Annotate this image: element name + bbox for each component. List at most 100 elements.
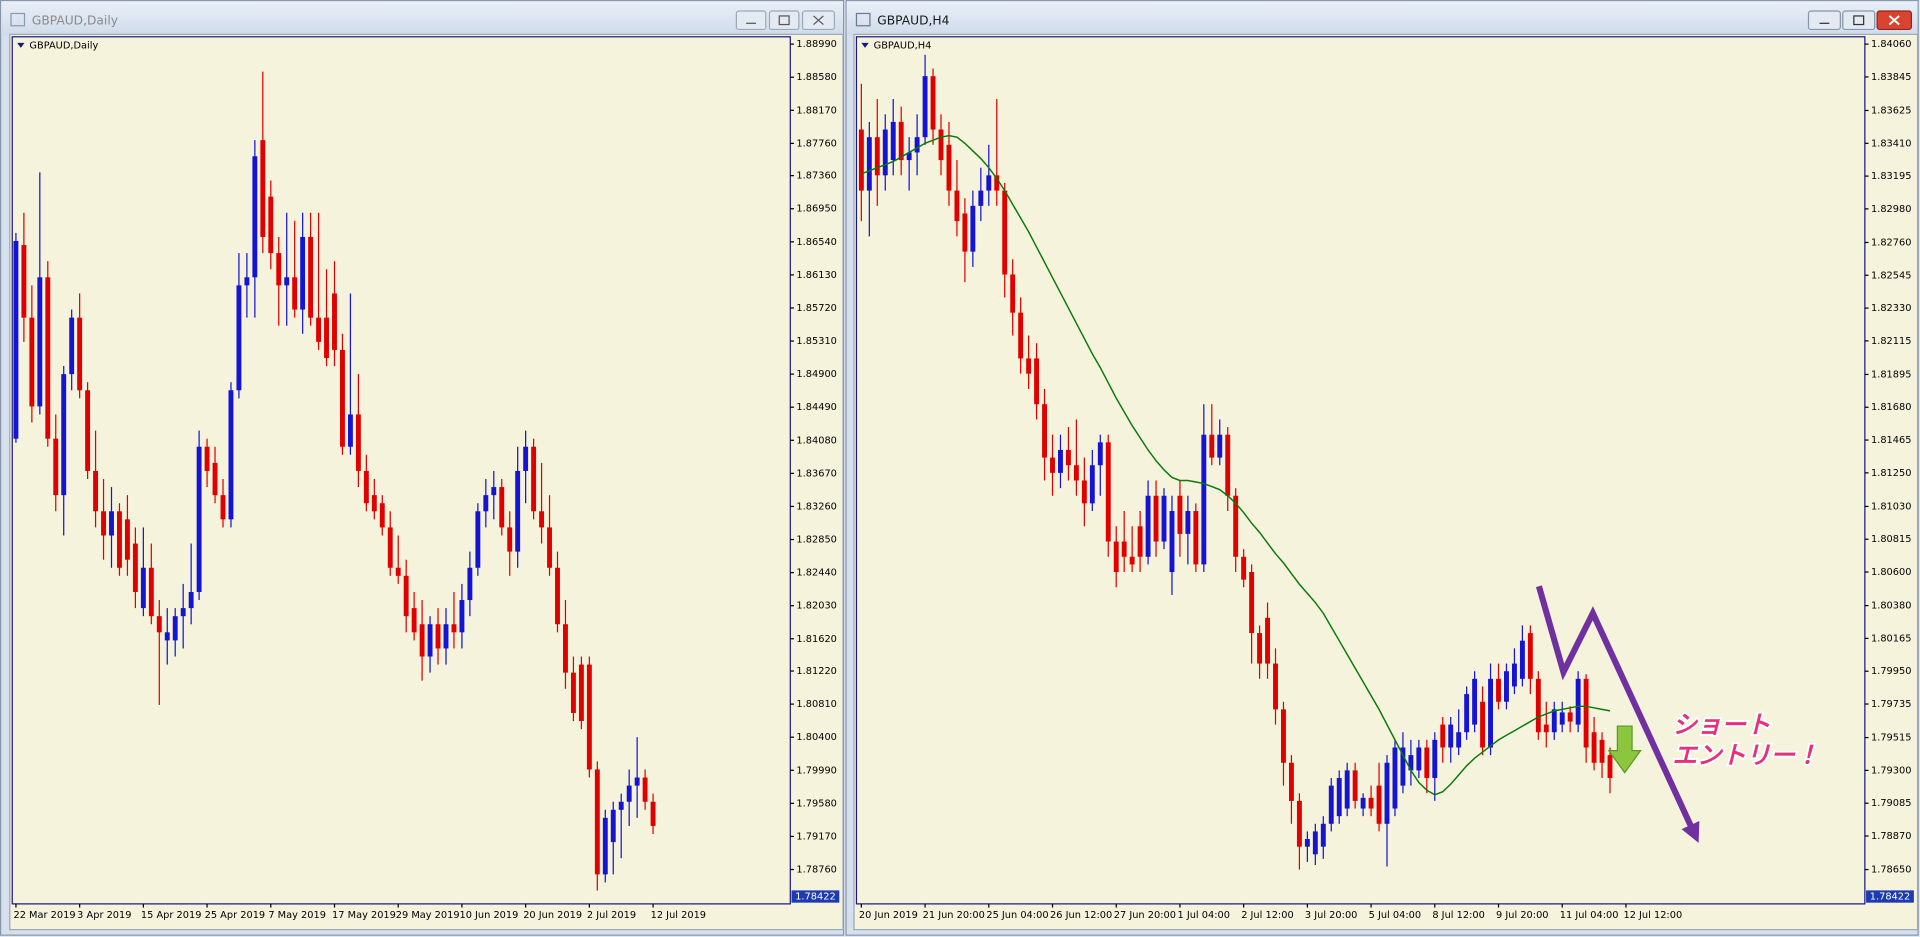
candle-body — [1281, 709, 1286, 763]
candle-body — [1265, 617, 1270, 664]
candle-body — [1137, 526, 1143, 557]
restore-button[interactable] — [1842, 10, 1876, 31]
candle-body — [994, 175, 1000, 191]
candle-body — [379, 503, 385, 528]
candle-body — [914, 137, 920, 153]
candle-body — [1018, 312, 1024, 359]
candle-body — [244, 277, 250, 286]
candle-body — [1169, 511, 1175, 573]
x-tick-label: 17 May 2019 — [332, 910, 396, 921]
candle-body — [212, 462, 218, 496]
candle-body — [898, 121, 904, 161]
plot-frame — [11, 36, 791, 905]
candle-body — [1472, 678, 1478, 725]
minimize-button[interactable] — [1807, 10, 1841, 31]
plot-frame — [855, 36, 1866, 905]
x-tick-label: 7 May 2019 — [268, 910, 326, 921]
candle-body — [1504, 671, 1509, 702]
x-tick-label: 27 Jun 20:00 — [1114, 910, 1176, 921]
candle-body — [1408, 755, 1414, 771]
candle-body — [1416, 747, 1422, 771]
candle-body — [1296, 800, 1302, 847]
restore-button[interactable] — [768, 10, 800, 31]
y-tick-label: 1.87360 — [796, 171, 836, 182]
candle-body — [602, 817, 608, 875]
y-tick-label: 1.80815 — [1871, 534, 1911, 545]
candle-body — [1527, 633, 1533, 679]
candle-body — [180, 608, 186, 617]
price-label: 1.78422 — [1870, 892, 1910, 903]
candle-body — [882, 129, 888, 176]
candle-body — [109, 511, 114, 536]
candle-body — [53, 438, 59, 496]
candle-body — [355, 414, 361, 471]
y-tick-label: 1.88170 — [796, 105, 836, 116]
candle-body — [29, 317, 35, 407]
y-tick-label: 1.79735 — [1871, 699, 1911, 710]
candle-body — [411, 608, 417, 633]
price-label: 1.78422 — [795, 892, 835, 903]
window-buttons[interactable] — [735, 10, 836, 31]
candle-body — [563, 624, 568, 673]
candle-body — [451, 624, 457, 633]
candle-body — [626, 785, 632, 802]
y-tick-label: 1.84080 — [796, 435, 836, 446]
candle-body — [467, 567, 473, 601]
x-tick-label: 2 Jul 12:00 — [1241, 910, 1293, 921]
candle-body — [164, 632, 170, 641]
candle-body — [1177, 495, 1183, 534]
candle-body — [906, 152, 912, 161]
candle-body — [316, 317, 322, 342]
candle-body — [650, 801, 656, 826]
candle-body — [252, 156, 258, 278]
candle-body — [1217, 434, 1223, 458]
y-tick-label: 1.78760 — [796, 865, 836, 876]
candle-body — [21, 245, 27, 318]
candle-body — [1551, 709, 1557, 733]
y-tick-label: 1.80165 — [1871, 633, 1911, 644]
y-tick-label: 1.80600 — [1871, 567, 1911, 578]
candle-body — [13, 241, 19, 439]
candle-body — [268, 196, 274, 254]
candle-body — [1607, 755, 1613, 779]
minimize-button[interactable] — [735, 10, 767, 31]
candle-body — [1097, 442, 1103, 466]
candle-body — [443, 624, 449, 649]
y-tick-label: 1.82850 — [796, 535, 836, 546]
candle-body — [1145, 495, 1151, 557]
x-tick-label: 12 Jul 12:00 — [1623, 910, 1682, 921]
candle-body — [140, 567, 146, 609]
window-buttons[interactable] — [1807, 10, 1913, 31]
candle-body — [499, 487, 505, 528]
chart-label: GBPAUD,H4 — [874, 40, 932, 51]
candle-body — [594, 769, 600, 875]
y-tick-label: 1.85720 — [796, 303, 836, 314]
candle-body — [491, 487, 497, 496]
restore-icon — [778, 15, 790, 26]
candle-body — [986, 175, 992, 191]
candle-body — [1328, 785, 1334, 824]
candle-body — [1034, 358, 1040, 405]
candle-body — [1201, 434, 1207, 565]
candle-body — [946, 144, 952, 191]
candle-body — [403, 575, 409, 617]
price-label-box — [791, 890, 840, 903]
y-tick-label: 1.81250 — [1871, 468, 1911, 479]
candle-body — [531, 446, 537, 512]
y-tick-label: 1.84060 — [1871, 39, 1911, 50]
x-tick-label: 2 Jul 2019 — [587, 910, 636, 921]
candle-body — [1225, 434, 1231, 496]
candle-body — [1496, 678, 1501, 702]
candle-body — [970, 205, 976, 252]
candle-body — [1113, 541, 1119, 573]
y-tick-label: 1.79950 — [1871, 666, 1911, 677]
candle-body — [618, 801, 624, 810]
candle-body — [1448, 724, 1454, 748]
candle-body — [938, 129, 944, 161]
y-tick-label: 1.82545 — [1871, 270, 1911, 281]
candle-body — [866, 137, 872, 191]
candle-body — [85, 390, 91, 471]
candle-body — [1480, 701, 1486, 748]
candle-body — [69, 317, 75, 375]
candle-body — [371, 495, 377, 512]
